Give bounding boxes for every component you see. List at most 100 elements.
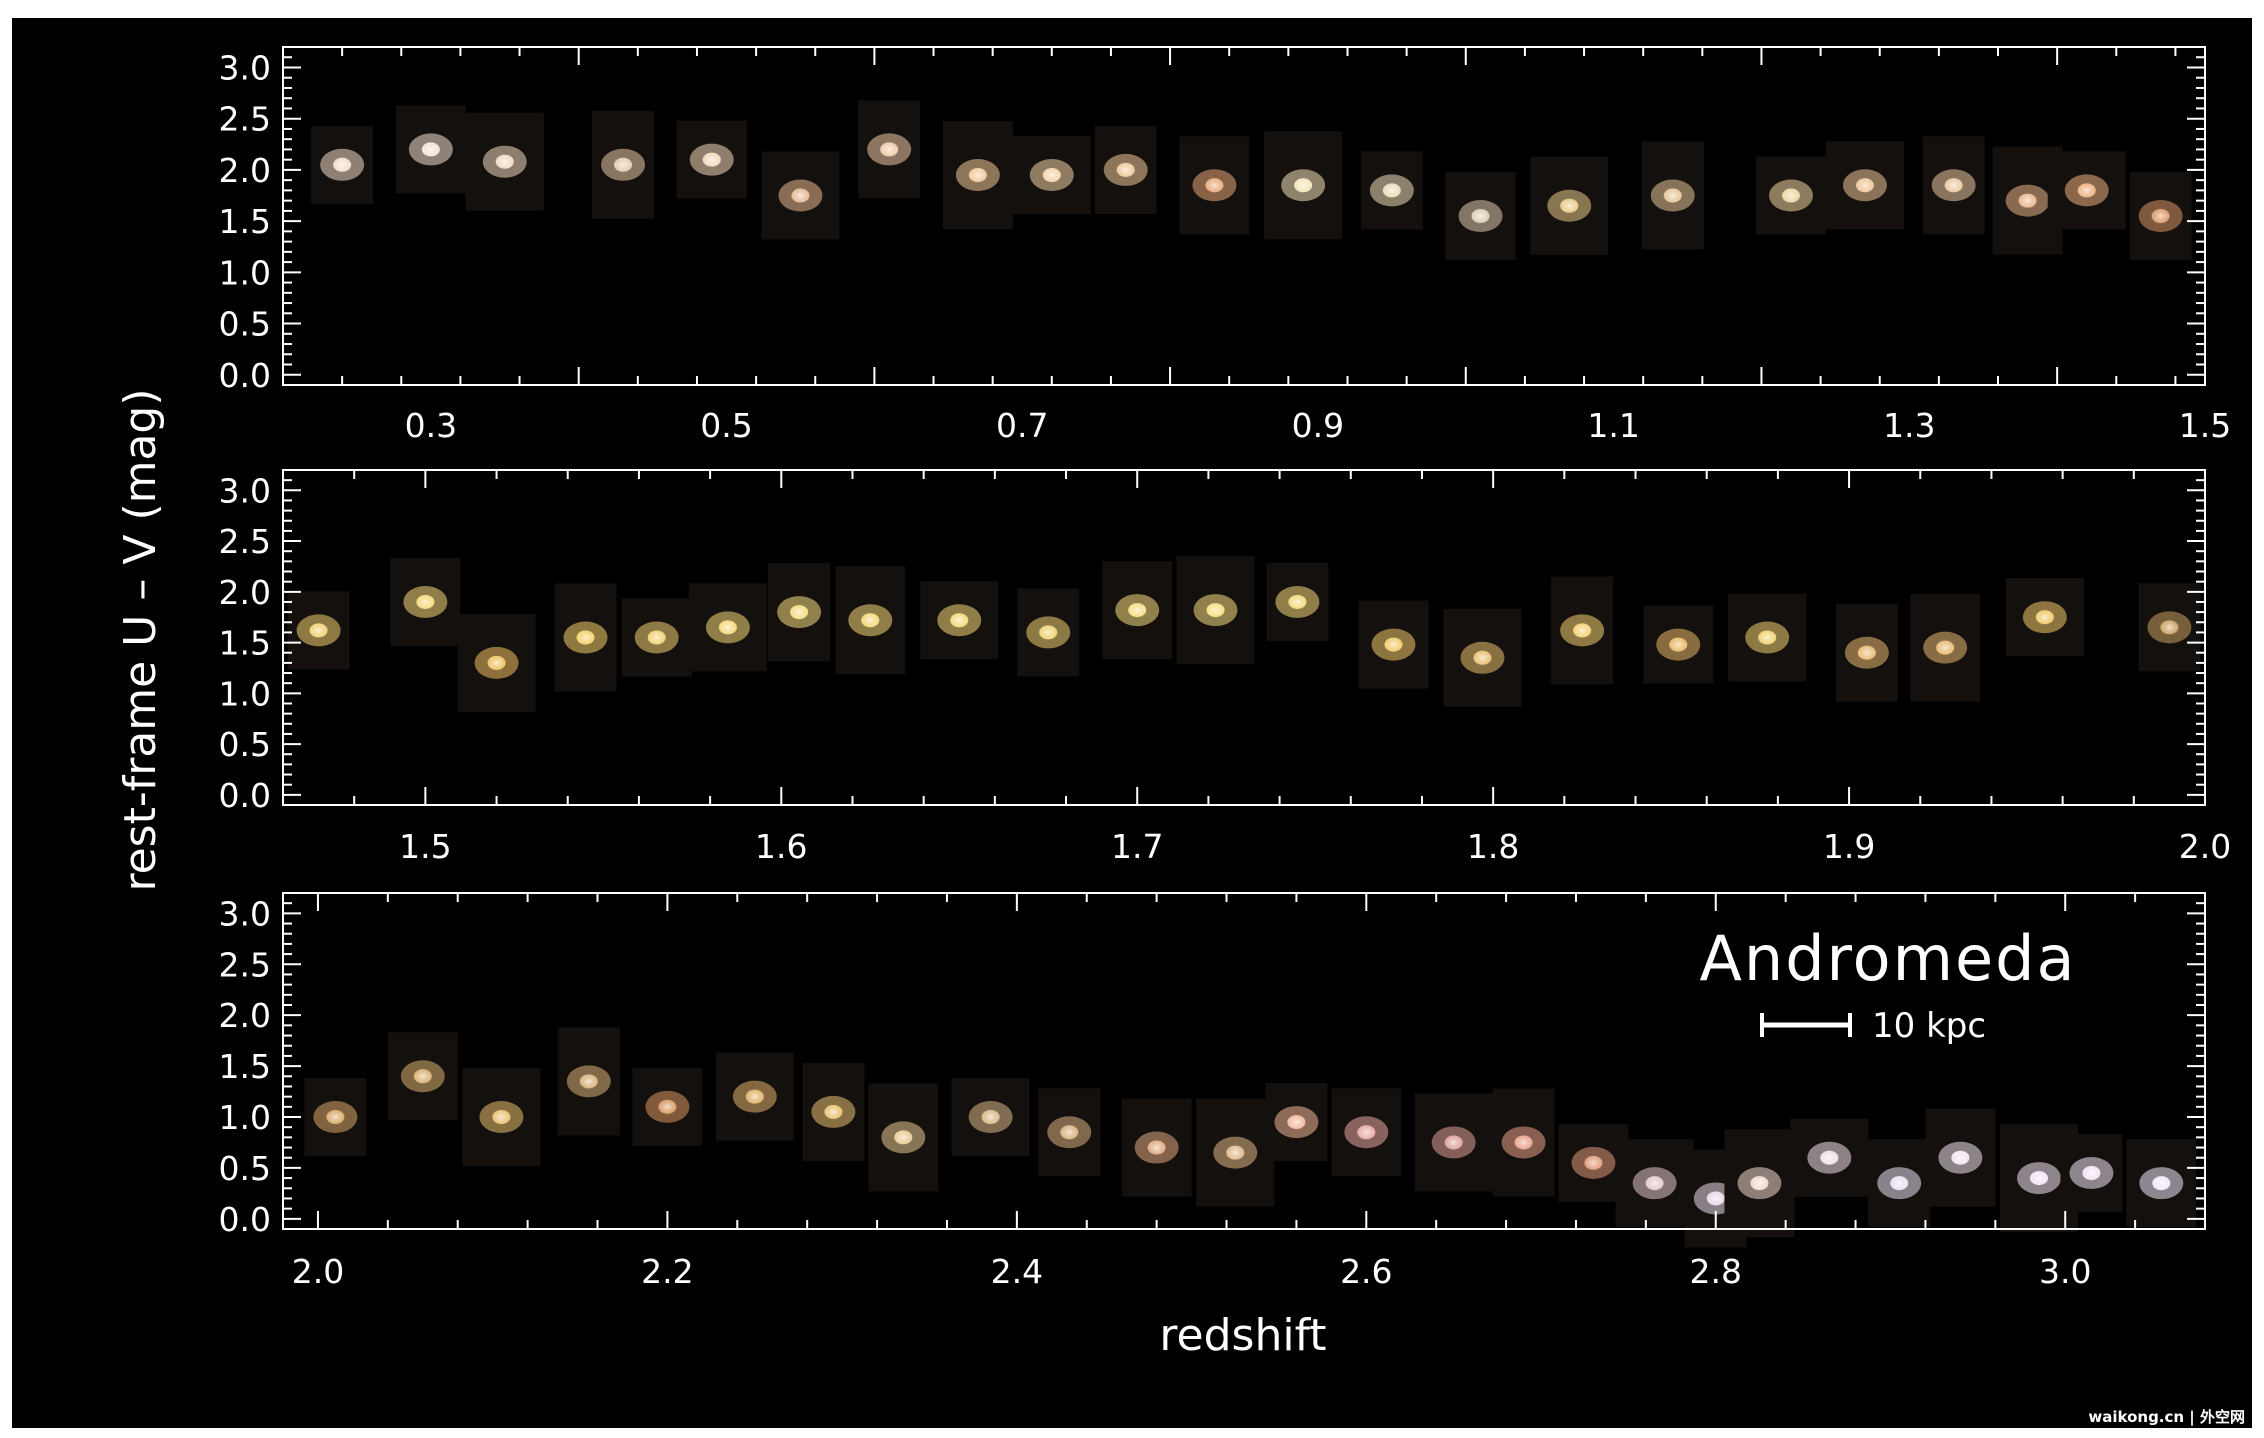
galaxy-core-highlight	[646, 629, 667, 646]
galaxy-core-highlight	[2034, 609, 2055, 626]
galaxy-core-highlight	[1443, 1134, 1464, 1151]
galaxy-core-highlight	[1668, 636, 1689, 653]
galaxy-core-highlight	[657, 1098, 678, 1115]
galaxy-core-highlight	[1059, 1124, 1080, 1141]
plot-frame	[282, 892, 2206, 1230]
x-tick-label: 0.3	[405, 406, 457, 445]
y-tick-label: 1.0	[219, 253, 271, 292]
galaxy-core-highlight	[486, 654, 507, 671]
credit-watermark: waikong.cn | 外空网	[2088, 1408, 2245, 1427]
scale-bar-label: 10 kpc	[1872, 1006, 1986, 1046]
galaxy-core-highlight	[613, 156, 634, 173]
y-tick-label: 2.5	[219, 522, 271, 561]
galaxy-core-highlight	[1856, 644, 1877, 661]
plot-frame	[282, 469, 2206, 806]
y-tick-label: 1.5	[219, 1047, 271, 1086]
galaxy-core-highlight	[1705, 1190, 1726, 1207]
y-tick-label: 3.0	[219, 48, 271, 87]
y-tick-label: 1.5	[219, 202, 271, 241]
panel-1: 0.3 0.5 0.7 0.9 1.1 1.3 1.5 3.0 2.5 2.0 1.5 1.0 0.5 0…	[219, 46, 2231, 445]
y-tick-label: 0.5	[219, 725, 271, 764]
y-tick-label: 0.0	[219, 356, 271, 395]
galaxy-core-highlight	[2029, 1170, 2050, 1187]
panel-2: 1.5 1.6 1.7 1.8 1.9 2.0 3.0 2.5 2.0 1.5 1.0 0.5 0.0	[219, 469, 2231, 866]
x-tick-label: 0.9	[1292, 406, 1344, 445]
x-tick-label: 1.1	[1587, 406, 1639, 445]
andromeda-label: Andromeda	[1699, 922, 2076, 995]
x-tick-label: 1.9	[1823, 827, 1875, 866]
x-tick-label: 2.0	[292, 1252, 344, 1291]
galaxy-core-highlight	[789, 604, 810, 621]
galaxy-core-highlight	[1935, 639, 1956, 656]
galaxy-core-highlight	[2151, 1175, 2172, 1192]
galaxy-core-highlight	[860, 612, 881, 629]
x-tick-label: 0.5	[700, 406, 752, 445]
galaxy-core-highlight	[717, 619, 738, 636]
galaxy-core-highlight	[1950, 1149, 1971, 1166]
galaxy-core-highlight	[1662, 187, 1683, 204]
galaxy-core-highlight	[308, 622, 329, 639]
plot-frame	[282, 46, 2206, 386]
galaxy-core-highlight	[790, 187, 811, 204]
galaxy-core-highlight	[823, 1103, 844, 1120]
x-tick-label: 1.8	[1467, 827, 1519, 866]
galaxy-core-highlight	[491, 1109, 512, 1125]
y-tick-label: 0.0	[219, 776, 271, 815]
galaxy-core-highlight	[1757, 629, 1778, 646]
galaxy-core-highlight	[412, 1068, 433, 1085]
x-tick-label: 1.7	[1111, 827, 1163, 866]
galaxy-core-highlight	[701, 151, 722, 168]
y-tick-label: 3.0	[219, 471, 271, 510]
x-tick-label: 1.3	[1883, 406, 1935, 445]
x-tick-label: 2.8	[1690, 1252, 1742, 1291]
galaxy-core-highlight	[1572, 622, 1593, 639]
y-tick-label: 0.5	[219, 305, 271, 344]
galaxy-core-highlight	[1146, 1139, 1167, 1156]
x-tick-label: 2.0	[2179, 827, 2231, 866]
x-tick-label: 3.0	[2039, 1252, 2091, 1291]
galaxy-core-highlight	[2076, 182, 2097, 199]
x-tick-label: 2.2	[641, 1252, 693, 1291]
y-tick-label: 1.0	[219, 674, 271, 713]
galaxy-core-highlight	[1943, 177, 1964, 194]
x-tick-label: 2.4	[991, 1252, 1043, 1291]
galaxy-core-highlight	[1041, 167, 1062, 184]
scale-bar	[1760, 1013, 1852, 1037]
y-tick-label: 0.0	[219, 1200, 271, 1239]
galaxy-core-highlight	[1781, 187, 1802, 204]
galaxy-core-highlight	[1583, 1154, 1604, 1171]
galaxy-core-highlight	[1472, 649, 1493, 666]
galaxy-core-highlight	[1889, 1175, 1910, 1192]
galaxy-core-highlight	[494, 153, 515, 170]
galaxy-core-highlight	[420, 141, 441, 158]
x-tick-label: 1.6	[755, 827, 807, 866]
y-tick-label: 1.5	[219, 624, 271, 663]
galaxy-core-highlight	[1854, 177, 1875, 194]
galaxy-core-highlight	[2159, 619, 2180, 636]
y-tick-label: 1.0	[219, 1098, 271, 1137]
x-tick-label: 0.7	[996, 406, 1048, 445]
panel-3: 2.0 2.2 2.4 2.6 2.8 3.0 3.0 2.5 2.0 1.5 1.0 0.5 0.0	[219, 892, 2206, 1291]
galaxy-core-highlight	[744, 1088, 765, 1105]
x-tick-label: 1.5	[2179, 406, 2231, 445]
galaxy-core-highlight	[325, 1109, 346, 1125]
galaxy-core-highlight	[967, 167, 988, 184]
galaxy-core-highlight	[1115, 161, 1136, 178]
galaxy-core-highlight	[1819, 1149, 1840, 1166]
galaxy-core-highlight	[1559, 197, 1580, 214]
galaxy-core-highlight	[893, 1129, 914, 1146]
galaxy-core-highlight	[949, 612, 970, 629]
y-tick-label: 2.5	[219, 100, 271, 139]
x-tick-label: 1.5	[399, 827, 451, 866]
galaxy-core-highlight	[1381, 182, 1402, 199]
galaxy-core-highlight	[578, 1073, 599, 1090]
galaxy-core-highlight	[1225, 1144, 1246, 1161]
y-axis-label: rest-frame U – V (mag)	[115, 388, 166, 891]
galaxy-core-highlight	[1038, 624, 1059, 641]
galaxy-core-highlight	[1204, 177, 1225, 194]
galaxy-core-highlight	[332, 156, 353, 173]
galaxy-core-highlight	[1356, 1124, 1377, 1141]
galaxy-core-highlight	[2081, 1165, 2102, 1181]
galaxy-core-highlight	[1513, 1134, 1534, 1151]
